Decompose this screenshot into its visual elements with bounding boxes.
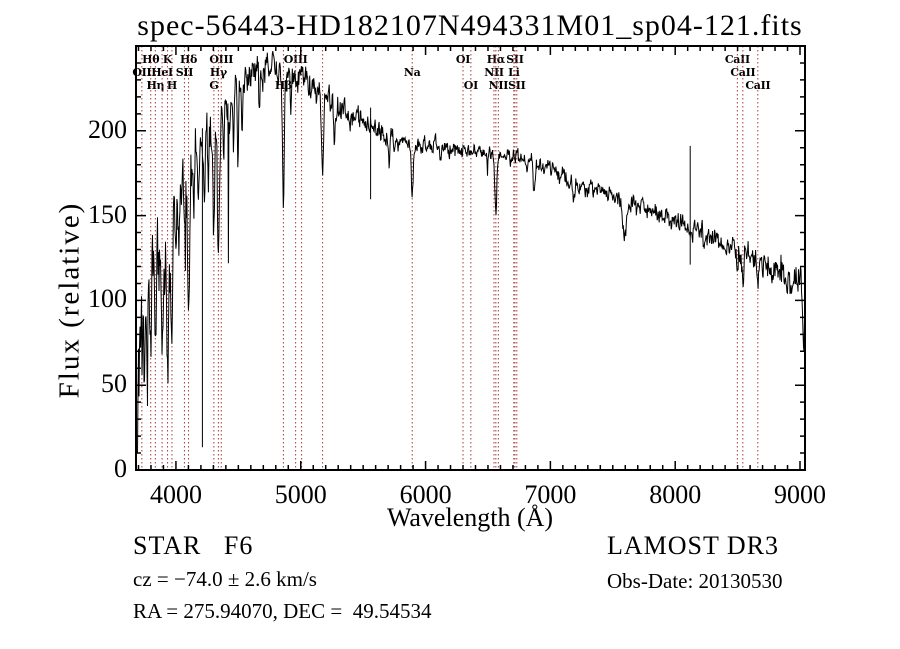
object-class-text: STAR F6: [133, 531, 254, 560]
spectral-line-label: CaII: [730, 66, 756, 79]
x-tick-label: 5000: [274, 480, 327, 509]
spectral-line-label: Hγ: [209, 66, 227, 79]
spectral-line-label: SII: [175, 66, 194, 79]
spectral-line-label: Hβ: [274, 79, 292, 92]
spectral-line-label: OII: [132, 66, 152, 79]
plot-title: spec-56443-HD182107N494331M01_sp04-121.f…: [137, 9, 803, 42]
spectral-line-label: HeI: [151, 66, 173, 79]
x-tick-label: 8000: [649, 480, 702, 509]
y-tick-label: 0: [114, 454, 127, 483]
x-tick-label: 4000: [149, 480, 202, 509]
spectral-line-label: OI: [463, 79, 478, 92]
x-axis-label: Wavelength (Å): [386, 503, 554, 532]
spectral-line-label: Li: [508, 66, 520, 79]
plot-frame: [135, 45, 806, 471]
y-tick-label: 150: [88, 199, 127, 229]
radial-velocity-text: cz = −74.0 ± 2.6 km/s: [133, 567, 317, 591]
y-tick-label: 100: [88, 284, 127, 314]
spectral-line-label: Na: [403, 66, 421, 79]
spectral-line-label: NII: [484, 66, 504, 79]
survey-release-text: LAMOST DR3: [607, 531, 780, 560]
x-tick-label: 7000: [524, 480, 577, 509]
coordinates-text: RA = 275.94070, DEC = 49.54534: [133, 599, 432, 623]
spectrum-trace: [137, 51, 805, 454]
spectral-line-label: H: [166, 79, 177, 92]
y-tick-label: 50: [101, 369, 127, 399]
spectral-line-label: CaII: [745, 79, 771, 92]
y-tick-label: 200: [88, 114, 127, 144]
x-tick-label: 6000: [399, 480, 452, 509]
axis-ticks: [136, 45, 805, 471]
spectral-line-label: SII: [508, 79, 526, 92]
x-tick-label: 9000: [774, 480, 826, 509]
obs-date-text: Obs-Date: 20130530: [607, 569, 783, 593]
spectral-line-label: G: [209, 79, 219, 92]
